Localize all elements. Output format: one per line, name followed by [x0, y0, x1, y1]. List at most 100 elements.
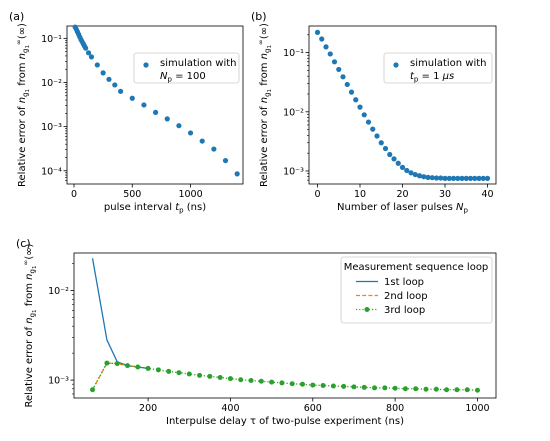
data-point — [187, 130, 194, 136]
data-point — [455, 175, 461, 181]
data-point — [114, 361, 120, 367]
data-point — [135, 364, 141, 370]
data-point — [351, 384, 357, 390]
data-point — [446, 175, 452, 181]
plot-frame — [308, 25, 497, 185]
data-point — [341, 383, 347, 389]
data-point — [327, 51, 333, 57]
data-point — [361, 384, 367, 390]
data-point — [94, 62, 100, 68]
data-point — [429, 175, 435, 181]
data-point — [484, 175, 491, 181]
data-point — [402, 386, 408, 392]
x-axis-label: pulse interval tp (ns) — [104, 202, 206, 215]
data-point — [392, 385, 398, 391]
data-point — [444, 387, 450, 393]
data-point — [330, 383, 336, 389]
data-point — [90, 387, 96, 393]
data-point — [100, 70, 106, 76]
panel-c: 200 400 600 800 1000 10⁻³ 10⁻² (c)Relative erro… — [16, 237, 497, 427]
series-1 — [91, 258, 149, 370]
panel-label: (b) — [251, 10, 267, 23]
data-point — [152, 109, 159, 116]
y-tick-label: 10⁻² — [283, 107, 304, 118]
legend-title: Measurement sequence loop — [344, 262, 489, 273]
data-point — [340, 74, 346, 80]
legend-box — [340, 256, 493, 324]
y-tick-label: 10⁻¹ — [41, 34, 62, 45]
legend-line1: simulation with — [410, 58, 487, 69]
plot-frame — [73, 252, 497, 399]
data-point — [320, 383, 326, 389]
data-point — [299, 381, 305, 387]
data-point — [463, 175, 469, 181]
data-point — [361, 112, 367, 118]
data-point — [450, 175, 457, 181]
x-axis-label: Number of laser pulses Np — [337, 202, 468, 215]
data-point — [416, 173, 423, 179]
data-point — [129, 95, 135, 101]
series-line — [91, 362, 138, 391]
data-point — [83, 45, 89, 51]
data-point — [370, 126, 376, 132]
legend: Measurement sequence loop 1st loop 2nd loo… — [340, 256, 493, 324]
data-point — [227, 376, 233, 382]
data-point — [166, 368, 172, 374]
series-2 — [91, 362, 138, 391]
data-point — [269, 379, 275, 385]
y-axis-label: Relative error of ng1 from ng1∞(∞) — [22, 243, 38, 407]
legend: simulation with Np = 100 — [133, 52, 240, 84]
data-point — [336, 66, 342, 73]
data-point — [310, 382, 316, 388]
x-tick-label: 0 — [71, 189, 77, 200]
data-point — [412, 171, 418, 178]
data-point — [118, 88, 124, 94]
data-point — [391, 156, 397, 162]
legend: simulation with tp = 1 μs — [383, 52, 493, 84]
data-point — [112, 82, 118, 88]
series-3 — [90, 360, 480, 393]
data-point — [141, 102, 147, 108]
data-point — [88, 54, 95, 60]
data-point — [176, 370, 182, 376]
x-axis-label: Interpulse delay τ of two-pulse experime… — [166, 416, 404, 427]
legend-line1: simulation with — [160, 58, 237, 69]
data-point — [365, 119, 372, 125]
data-point — [217, 374, 223, 380]
data-point — [464, 387, 470, 393]
series-line — [91, 362, 478, 391]
legend-line2: Np = 100 — [160, 71, 206, 84]
data-point — [378, 140, 384, 146]
data-point — [331, 59, 338, 65]
data-point — [344, 81, 350, 88]
data-point — [442, 175, 448, 181]
data-point — [176, 123, 182, 129]
data-point — [395, 160, 401, 166]
y-tick-label: 10⁻⁴ — [41, 166, 62, 177]
data-point — [459, 175, 465, 181]
data-point — [104, 360, 110, 366]
data-point — [372, 385, 378, 391]
data-point — [454, 387, 460, 393]
y-axis-label: Relative error of ng1 from ng1∞(∞) — [257, 23, 273, 187]
data-point — [289, 381, 295, 387]
x-tick-label: 1000 — [465, 403, 489, 414]
data-point — [467, 175, 474, 181]
data-point — [399, 164, 406, 170]
plot-frame — [66, 25, 244, 185]
data-point — [323, 44, 329, 50]
legend-marker — [143, 62, 149, 68]
data-point — [279, 380, 285, 386]
legend-box — [133, 52, 240, 84]
data-point — [408, 170, 414, 176]
x-tick-label: 30 — [439, 189, 451, 200]
y-tick-label: 10⁻² — [48, 286, 69, 297]
data-point — [433, 175, 440, 181]
data-point — [421, 174, 427, 180]
panel-label: (c) — [16, 237, 31, 250]
data-point — [314, 29, 321, 35]
x-tick-label: 1000 — [178, 189, 202, 200]
x-tick-label: 500 — [123, 189, 141, 200]
data-point — [145, 365, 151, 371]
data-point — [374, 133, 380, 139]
